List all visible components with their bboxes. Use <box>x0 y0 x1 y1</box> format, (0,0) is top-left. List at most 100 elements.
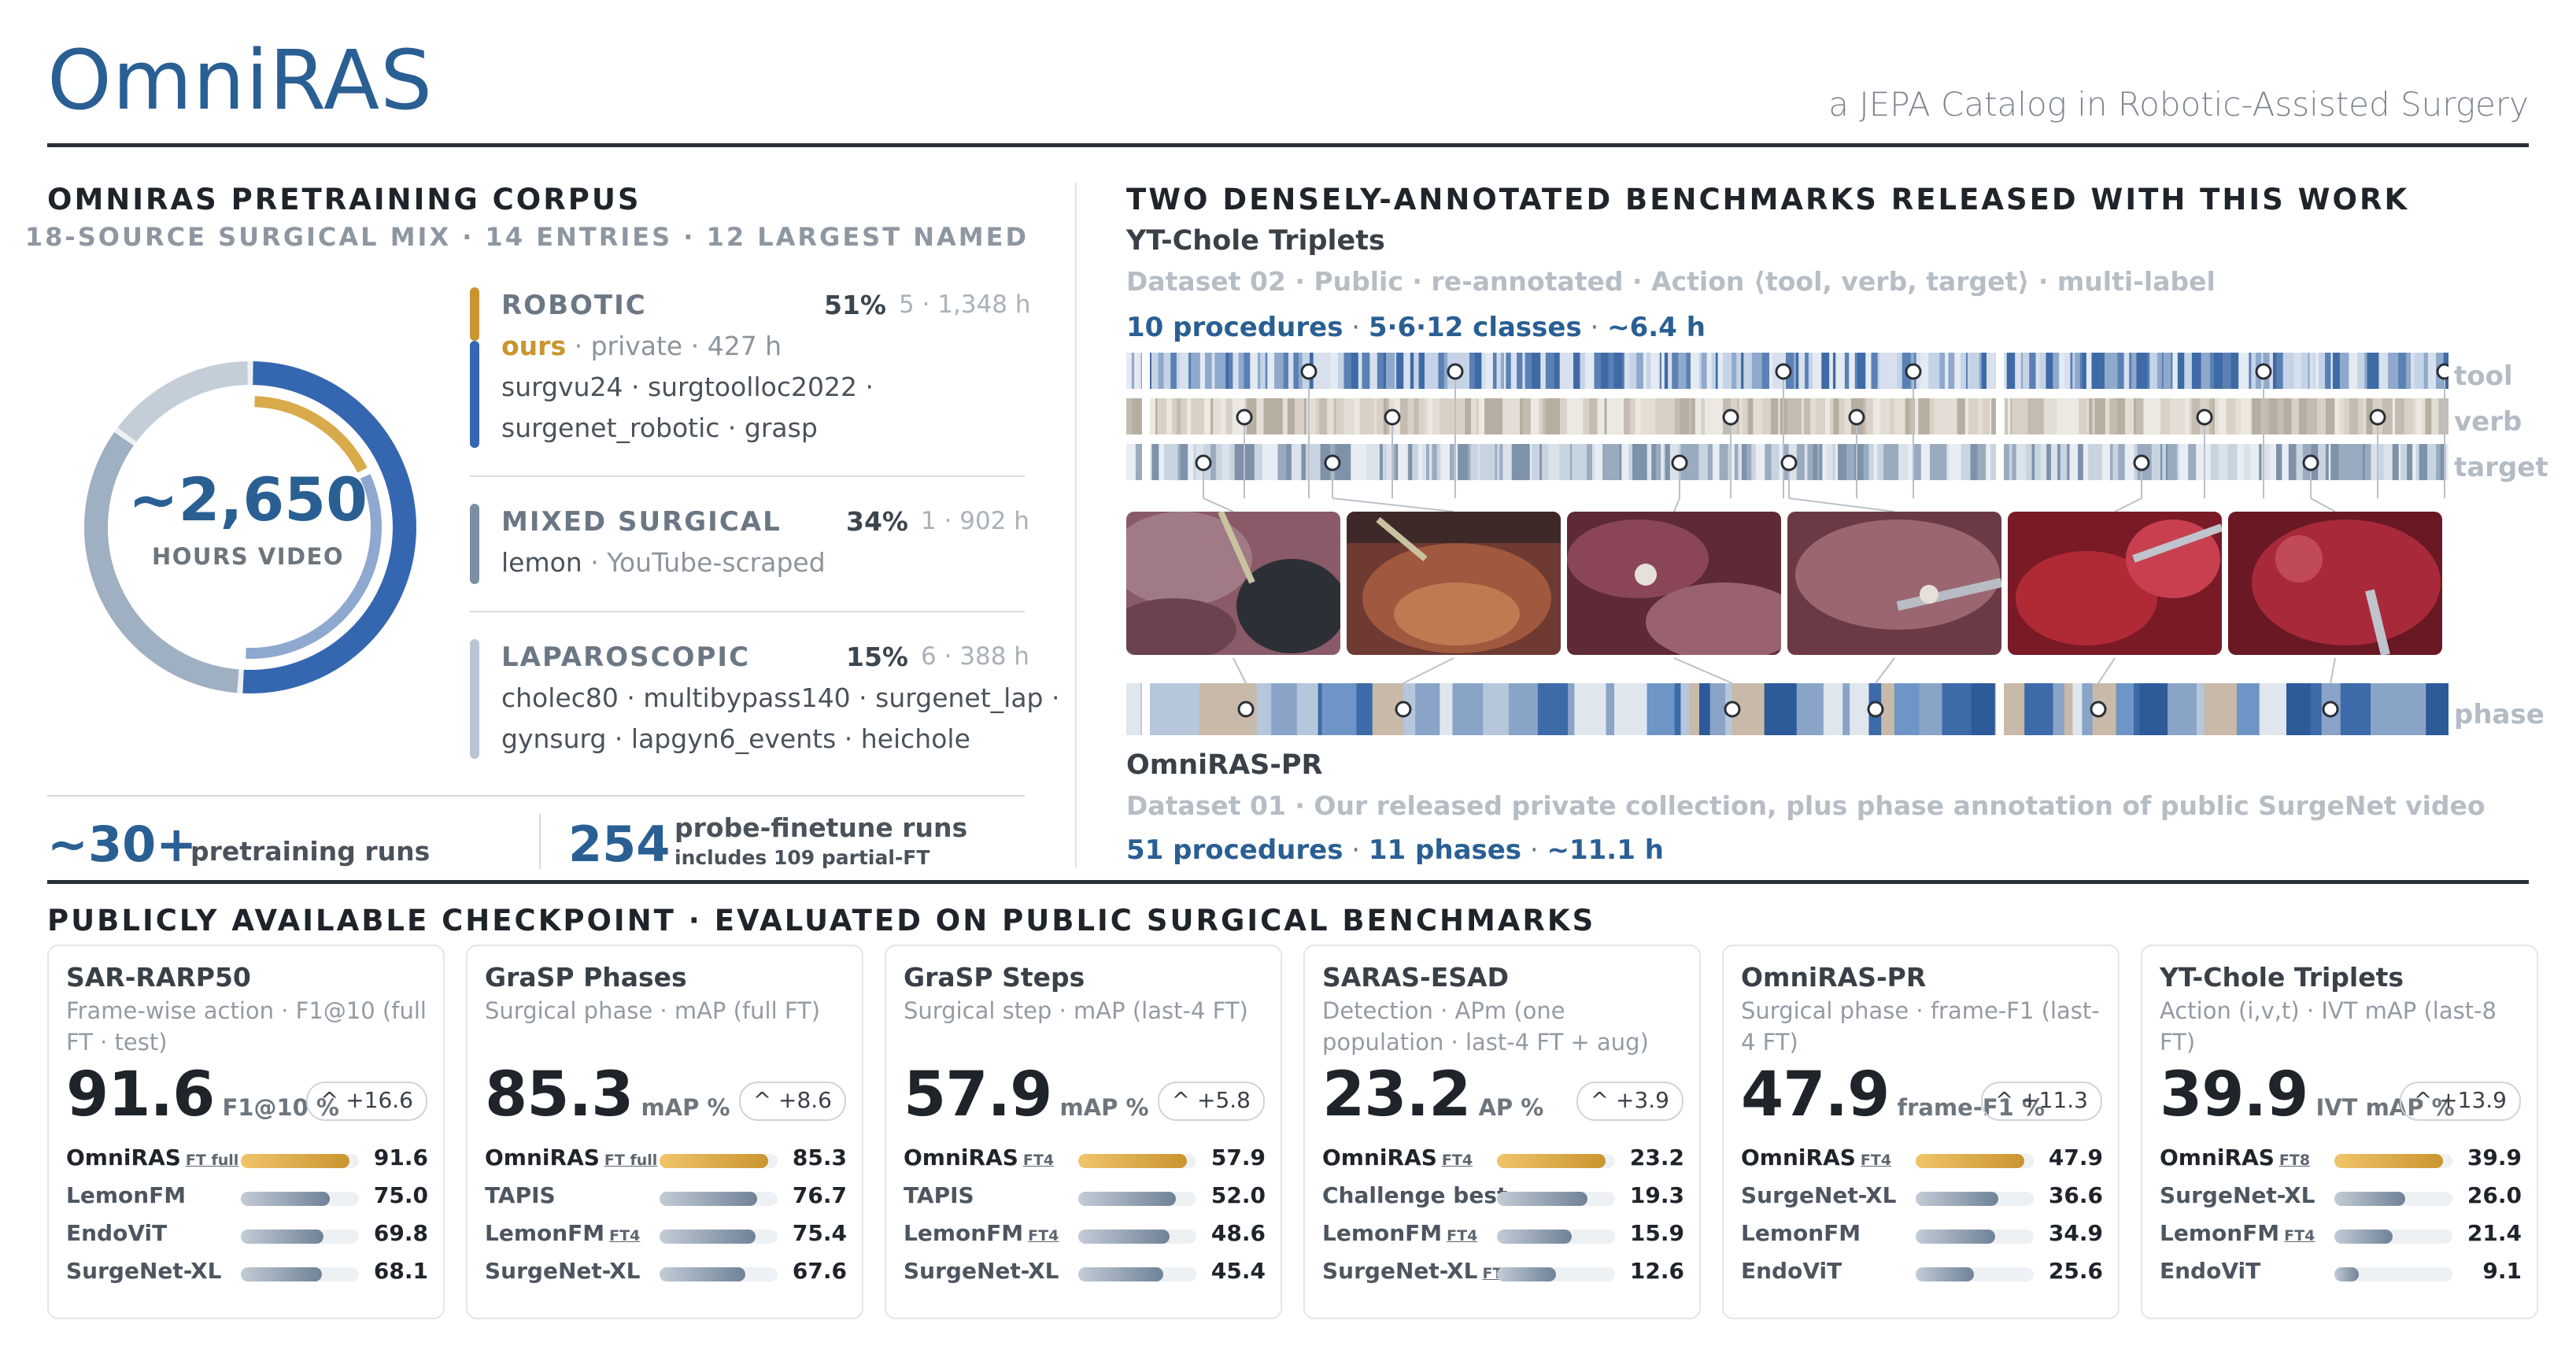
verb-track-segment <box>1942 398 1950 435</box>
page-title: OmniRAS <box>47 32 434 128</box>
phase-track-segment <box>1256 683 1272 735</box>
verb-track-segment <box>1646 398 1654 435</box>
verb-track-segment <box>1615 398 1624 435</box>
verb-track-segment <box>1202 398 1205 435</box>
target-track-segment <box>1169 444 1178 480</box>
page-tagline: a JEPA Catalog in Robotic-Assisted Surge… <box>1828 85 2529 124</box>
tool-track-segment <box>2082 353 2087 389</box>
target-track-segment <box>1661 444 1664 480</box>
target-track-segment <box>1730 444 1735 480</box>
phase-track-segment <box>1415 683 1440 735</box>
tool-track-segment <box>2301 353 2308 389</box>
verb-track-segment <box>1824 398 1831 435</box>
verb-track-segment <box>1990 398 1992 435</box>
connector-line <box>1875 657 1895 684</box>
model-name: SurgeNet-XLFT4 <box>1322 1258 1513 1284</box>
annotation-marker <box>2255 363 2272 380</box>
tool-track-segment <box>2349 353 2358 389</box>
target-track-segment <box>1765 444 1772 480</box>
card-subtitle: Frame-wise action · F1@10 (full FT · tes… <box>66 997 427 1056</box>
tool-track-segment <box>1244 353 1251 389</box>
tool-track-segment <box>2131 353 2137 389</box>
model-name: SurgeNet-XL <box>2160 1182 2315 1208</box>
phase-track-segment <box>2139 683 2168 735</box>
score-bar-fill <box>660 1192 758 1206</box>
verb-track-segment <box>2260 398 2264 435</box>
group-robotic-meta: 5 · 1,348 h <box>899 290 1031 319</box>
target-track-segment <box>1135 444 1145 480</box>
verb-track-segment <box>1771 398 1779 435</box>
card-score: 39.9 IVT mAP % <box>2160 1064 2455 1126</box>
tool-track-segment <box>1805 353 1809 389</box>
verb-track-segment <box>2395 398 2405 435</box>
verb-track-segment <box>1559 398 1568 435</box>
model-name: SurgeNet-XL <box>66 1258 222 1284</box>
connector-line <box>2330 657 2336 684</box>
tool-track-segment <box>2230 353 2236 389</box>
section-divider <box>1075 183 1077 867</box>
verb-track-segment <box>1191 398 1196 435</box>
target-track-segment <box>1436 444 1440 480</box>
tool-track-segment <box>1601 353 1610 389</box>
score-row: SurgeNet-XL 67.6 <box>485 1258 847 1289</box>
target-track-segment <box>2398 444 2401 480</box>
pr-stats: 51 procedures · 11 phases · ~11.1 h <box>1126 834 1664 866</box>
target-track-segment <box>2130 444 2134 480</box>
verb-track-segment <box>1635 398 1642 435</box>
verb-track-segment <box>1695 398 1702 435</box>
tool-track-segment <box>1813 353 1822 389</box>
tool-track-segment <box>1879 353 1885 389</box>
model-name: LemonFM FT4 <box>1322 1220 1477 1246</box>
card-score-value: 39.9 <box>2160 1060 2308 1130</box>
tool-track-segment <box>1794 353 1797 389</box>
card-delta-badge: ^ +3.9 <box>1576 1082 1683 1121</box>
tool-track-segment <box>1798 353 1805 389</box>
tool-track-segment <box>2161 353 2164 389</box>
target-track-segment <box>2250 444 2260 480</box>
yt-procedures: 10 procedures <box>1126 312 1343 343</box>
connector-line <box>2310 497 2336 512</box>
target-track-segment <box>1440 444 1451 480</box>
verb-track-segment <box>2404 398 2408 435</box>
tool-track-segment <box>1510 353 1517 389</box>
tool-track-segment <box>1443 353 1448 389</box>
phase-track-segment <box>1589 683 1607 735</box>
target-track-segment <box>1344 444 1351 480</box>
connector-line <box>1332 497 1454 512</box>
target-track-segment <box>1559 444 1563 480</box>
model-label: LemonFM <box>904 1220 1024 1246</box>
verb-track-segment <box>2135 398 2144 435</box>
phase-track-segment <box>1126 683 1141 735</box>
score-bar-fill <box>2334 1230 2393 1244</box>
annotation-marker <box>2196 409 2213 426</box>
checkpoint-heading: PUBLICLY AVAILABLE CHECKPOINT · EVALUATE… <box>47 904 1596 937</box>
tool-track-segment <box>1584 353 1595 389</box>
verb-track-segment <box>2212 398 2216 435</box>
score-bar-track <box>1916 1230 2034 1244</box>
target-track-segment <box>1853 444 1865 480</box>
phase-track-segment <box>1764 683 1798 735</box>
verb-track-segment <box>2027 398 2035 435</box>
verb-track-segment <box>1664 398 1668 435</box>
target-track-segment <box>1877 444 1884 480</box>
tool-track-segment <box>1871 353 1879 389</box>
verb-track-segment <box>1872 398 1881 435</box>
target-track-segment <box>1301 444 1306 480</box>
target-track-segment <box>1511 444 1522 480</box>
pr-phases: 11 phases <box>1368 834 1522 866</box>
tool-track-segment <box>2313 353 2316 389</box>
tool-track-segment <box>1650 353 1661 389</box>
tool-track-segment <box>2251 353 2256 389</box>
card-score-value: 47.9 <box>1741 1060 1890 1130</box>
verb-track-segment <box>2060 398 2071 435</box>
score-value: 67.6 <box>792 1258 847 1284</box>
tool-track-segment <box>1967 353 1974 389</box>
tool-track-segment <box>2191 353 2202 389</box>
target-track-segment <box>2160 444 2163 480</box>
score-row: OmniRAS FT4 23.2 <box>1322 1145 1684 1176</box>
tool-track-segment <box>2222 353 2232 389</box>
verb-track-segment <box>1432 398 1440 435</box>
group-lap-title: LAPAROSCOPIC <box>501 642 751 673</box>
verb-track-segment <box>2214 398 2219 435</box>
verb-track-segment <box>1968 398 1979 435</box>
